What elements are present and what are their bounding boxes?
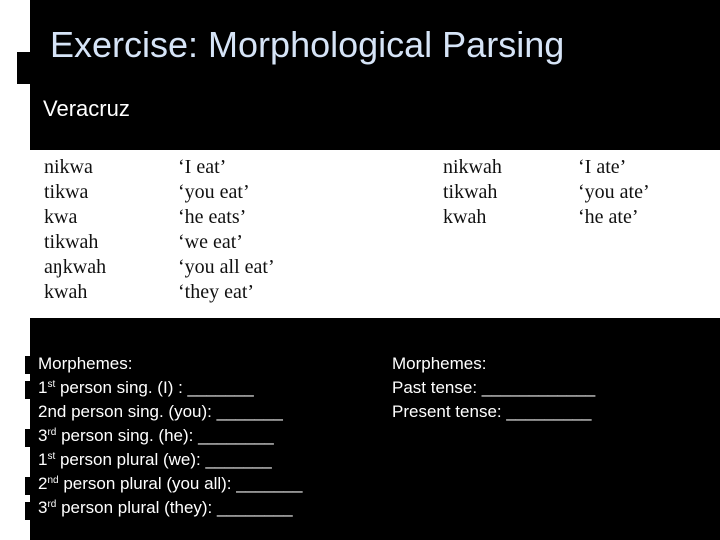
past-form: kwah [443,206,487,228]
present-gloss: ‘you all eat’ [178,256,275,278]
past-form: tikwah [443,181,498,203]
paradigm-panel: nikwa tikwa kwa tikwah aŋkwah kwah ‘I ea… [30,150,720,318]
morpheme-prompt: 3rd person plural (they): ________ [38,498,293,517]
title-bullet-mark [17,52,30,84]
present-form: tikwah [44,231,99,253]
past-gloss: ‘you ate’ [578,181,650,203]
present-form: tikwa [44,181,89,203]
past-gloss: ‘I ate’ [578,156,627,178]
morpheme-prompt: 1st person plural (we): _______ [38,450,272,469]
present-gloss: ‘I eat’ [178,156,227,178]
morpheme-prompt: 3rd person sing. (he): ________ [38,426,274,445]
present-gloss: ‘you eat’ [178,181,250,203]
past-glosses-column: ‘I ate’ ‘you ate’ ‘he ate’ [578,155,650,230]
present-glosses-column: ‘I eat’ ‘you eat’ ‘he eats’ ‘we eat’ ‘yo… [178,155,275,305]
morphemes-heading: Morphemes: [38,354,133,373]
tense-prompt: Present tense: _________ [392,402,592,421]
morpheme-prompt: 2nd person plural (you all): _______ [38,474,303,493]
present-gloss: ‘they eat’ [178,281,255,303]
person-morphemes-box: Morphemes: 1st person sing. (I) : ______… [38,352,302,520]
morpheme-prompt: 2nd person sing. (you): _______ [38,402,283,421]
slide: Exercise: Morphological Parsing Veracruz… [30,0,720,540]
bullet-mark [25,356,30,374]
past-forms-column: nikwah tikwah kwah [443,155,502,230]
past-gloss: ‘he ate’ [578,206,639,228]
morphemes-heading: Morphemes: [392,354,487,373]
present-form: aŋkwah [44,256,107,278]
present-gloss: ‘he eats’ [178,206,247,228]
present-forms-column: nikwa tikwa kwa tikwah aŋkwah kwah [44,155,106,305]
left-margin-strip [0,0,30,540]
bullet-mark [25,381,30,399]
present-form: nikwa [44,156,93,178]
tense-morphemes-box: Morphemes: Past tense: ____________ Pres… [392,352,595,424]
present-form: kwa [44,206,78,228]
bullet-mark [25,502,30,520]
slide-title: Exercise: Morphological Parsing [50,24,565,65]
tense-prompt: Past tense: ____________ [392,378,596,397]
present-gloss: ‘we eat’ [178,231,243,253]
present-form: kwah [44,281,88,303]
bullet-mark [25,429,30,447]
morpheme-prompt: 1st person sing. (I) : _______ [38,378,254,397]
language-name: Veracruz [43,96,130,121]
bullet-mark [25,477,30,495]
past-form: nikwah [443,156,502,178]
